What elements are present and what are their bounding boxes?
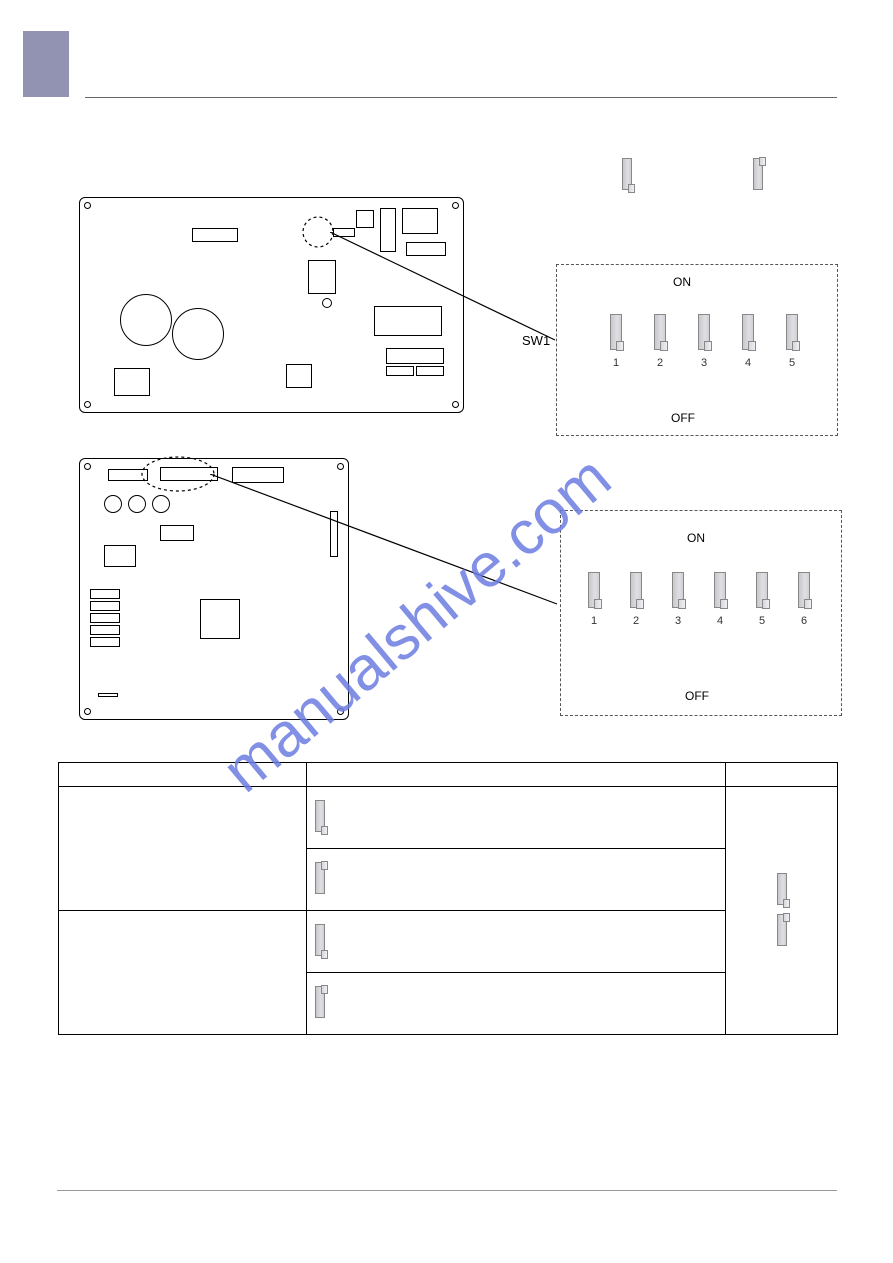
col-1-header (59, 763, 307, 787)
dip1-off-label: OFF (671, 411, 695, 425)
switch-icon (315, 800, 325, 835)
dip1-switch-5: 5 (781, 311, 803, 353)
cell-sw-4 (306, 973, 725, 1035)
dip2-on-label: ON (687, 531, 705, 545)
pcb-top (79, 197, 464, 413)
page-root: ON OFF 12345 SW1 ON OFF 123456 (0, 0, 893, 1263)
legend-switch-off (622, 158, 632, 195)
rule-bottom (57, 1190, 837, 1191)
rule-top (85, 97, 837, 98)
pcb-bottom (79, 458, 349, 720)
dip1-on-label: ON (673, 275, 691, 289)
dip2-switch-4: 4 (709, 569, 731, 611)
options-table (58, 762, 838, 1035)
dip1-switch-1: 1 (605, 311, 627, 353)
table-row (59, 787, 838, 849)
dip2-off-label: OFF (685, 689, 709, 703)
switch-icon (315, 986, 325, 1021)
dip2-switch-2: 2 (625, 569, 647, 611)
header-accent (23, 31, 69, 97)
dip2-switch-6: 6 (793, 569, 815, 611)
switch-icon (315, 924, 325, 959)
row-group-1 (59, 787, 307, 911)
col-3-header (726, 763, 838, 787)
cell-sw-1 (306, 787, 725, 849)
dip1-switch-2: 2 (649, 311, 671, 353)
dip1-switch-4: 4 (737, 311, 759, 353)
dip-panel-2: ON OFF 123456 (560, 510, 842, 716)
cell-sw-3 (306, 911, 725, 973)
sw1-text: SW1 (522, 333, 550, 348)
dip-panel-1: ON OFF 12345 (556, 264, 838, 436)
dip2-switch-1: 1 (583, 569, 605, 611)
dip2-switch-3: 3 (667, 569, 689, 611)
col-2-header (306, 763, 725, 787)
dip1-switch-3: 3 (693, 311, 715, 353)
right-stack-cell (726, 787, 838, 1035)
cell-sw-2 (306, 849, 725, 911)
legend-switch-on (753, 158, 763, 195)
dip2-switch-5: 5 (751, 569, 773, 611)
table-row (59, 911, 838, 973)
row-group-2 (59, 911, 307, 1035)
table-header-row (59, 763, 838, 787)
switch-icon (315, 862, 325, 897)
